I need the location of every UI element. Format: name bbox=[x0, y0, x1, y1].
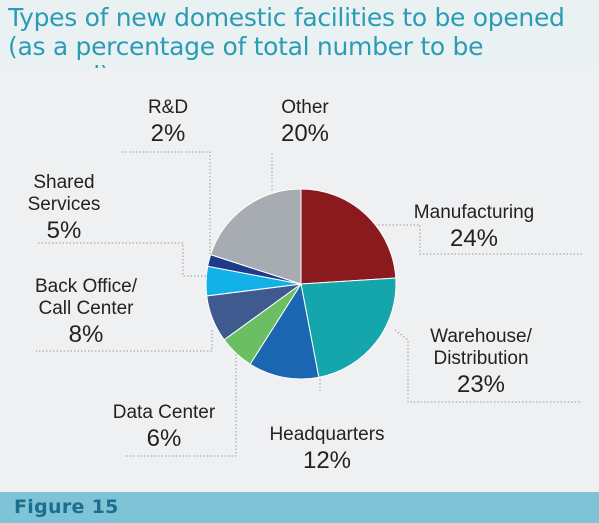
pie-slice-headquarters bbox=[249, 282, 320, 380]
slice-value-label: 12% bbox=[303, 447, 351, 474]
slice-value-label: 2% bbox=[151, 120, 186, 147]
slice-name-label: Call Center bbox=[38, 298, 134, 319]
pie-slices bbox=[205, 188, 397, 380]
figure-label: Figure 15 bbox=[14, 496, 119, 518]
slice-name-label: Distribution bbox=[433, 348, 528, 369]
slice-name-label: Back Office/ bbox=[35, 276, 138, 297]
slice-name-label: Warehouse/ bbox=[430, 326, 532, 347]
chart-title: Types of new domestic facilities to be o… bbox=[8, 3, 598, 90]
slice-name-label: Manufacturing bbox=[414, 202, 534, 223]
slice-name-label: Headquarters bbox=[269, 424, 384, 445]
title-band bbox=[0, 0, 599, 68]
slice-name-label: R&D bbox=[148, 97, 188, 118]
slice-name-label: Services bbox=[28, 194, 101, 215]
slice-value-label: 23% bbox=[457, 371, 505, 398]
slice-name-label: Shared bbox=[33, 172, 94, 193]
leader-line bbox=[36, 330, 213, 352]
slice-value-label: 8% bbox=[69, 321, 104, 348]
pie-slice-warehouse-distribution bbox=[300, 277, 397, 378]
slice-name-label: Other bbox=[281, 97, 329, 118]
leader-line bbox=[120, 151, 211, 258]
chart-title-line-1: Types of new domestic facilities to be o… bbox=[8, 3, 565, 32]
pie-slice-other bbox=[210, 188, 302, 285]
leader-line bbox=[124, 354, 237, 457]
leader-lines bbox=[36, 151, 582, 457]
pie-slice-manufacturing bbox=[300, 188, 397, 285]
slice-value-label: 6% bbox=[147, 425, 182, 452]
footer-band bbox=[0, 492, 599, 523]
slice-value-label: 5% bbox=[47, 217, 82, 244]
slice-value-label: 24% bbox=[450, 225, 498, 252]
slice-name-label: Data Center bbox=[113, 402, 216, 423]
slice-value-label: 20% bbox=[281, 120, 329, 147]
leader-line bbox=[36, 242, 206, 277]
leader-line bbox=[375, 224, 582, 255]
leader-line bbox=[394, 329, 582, 403]
